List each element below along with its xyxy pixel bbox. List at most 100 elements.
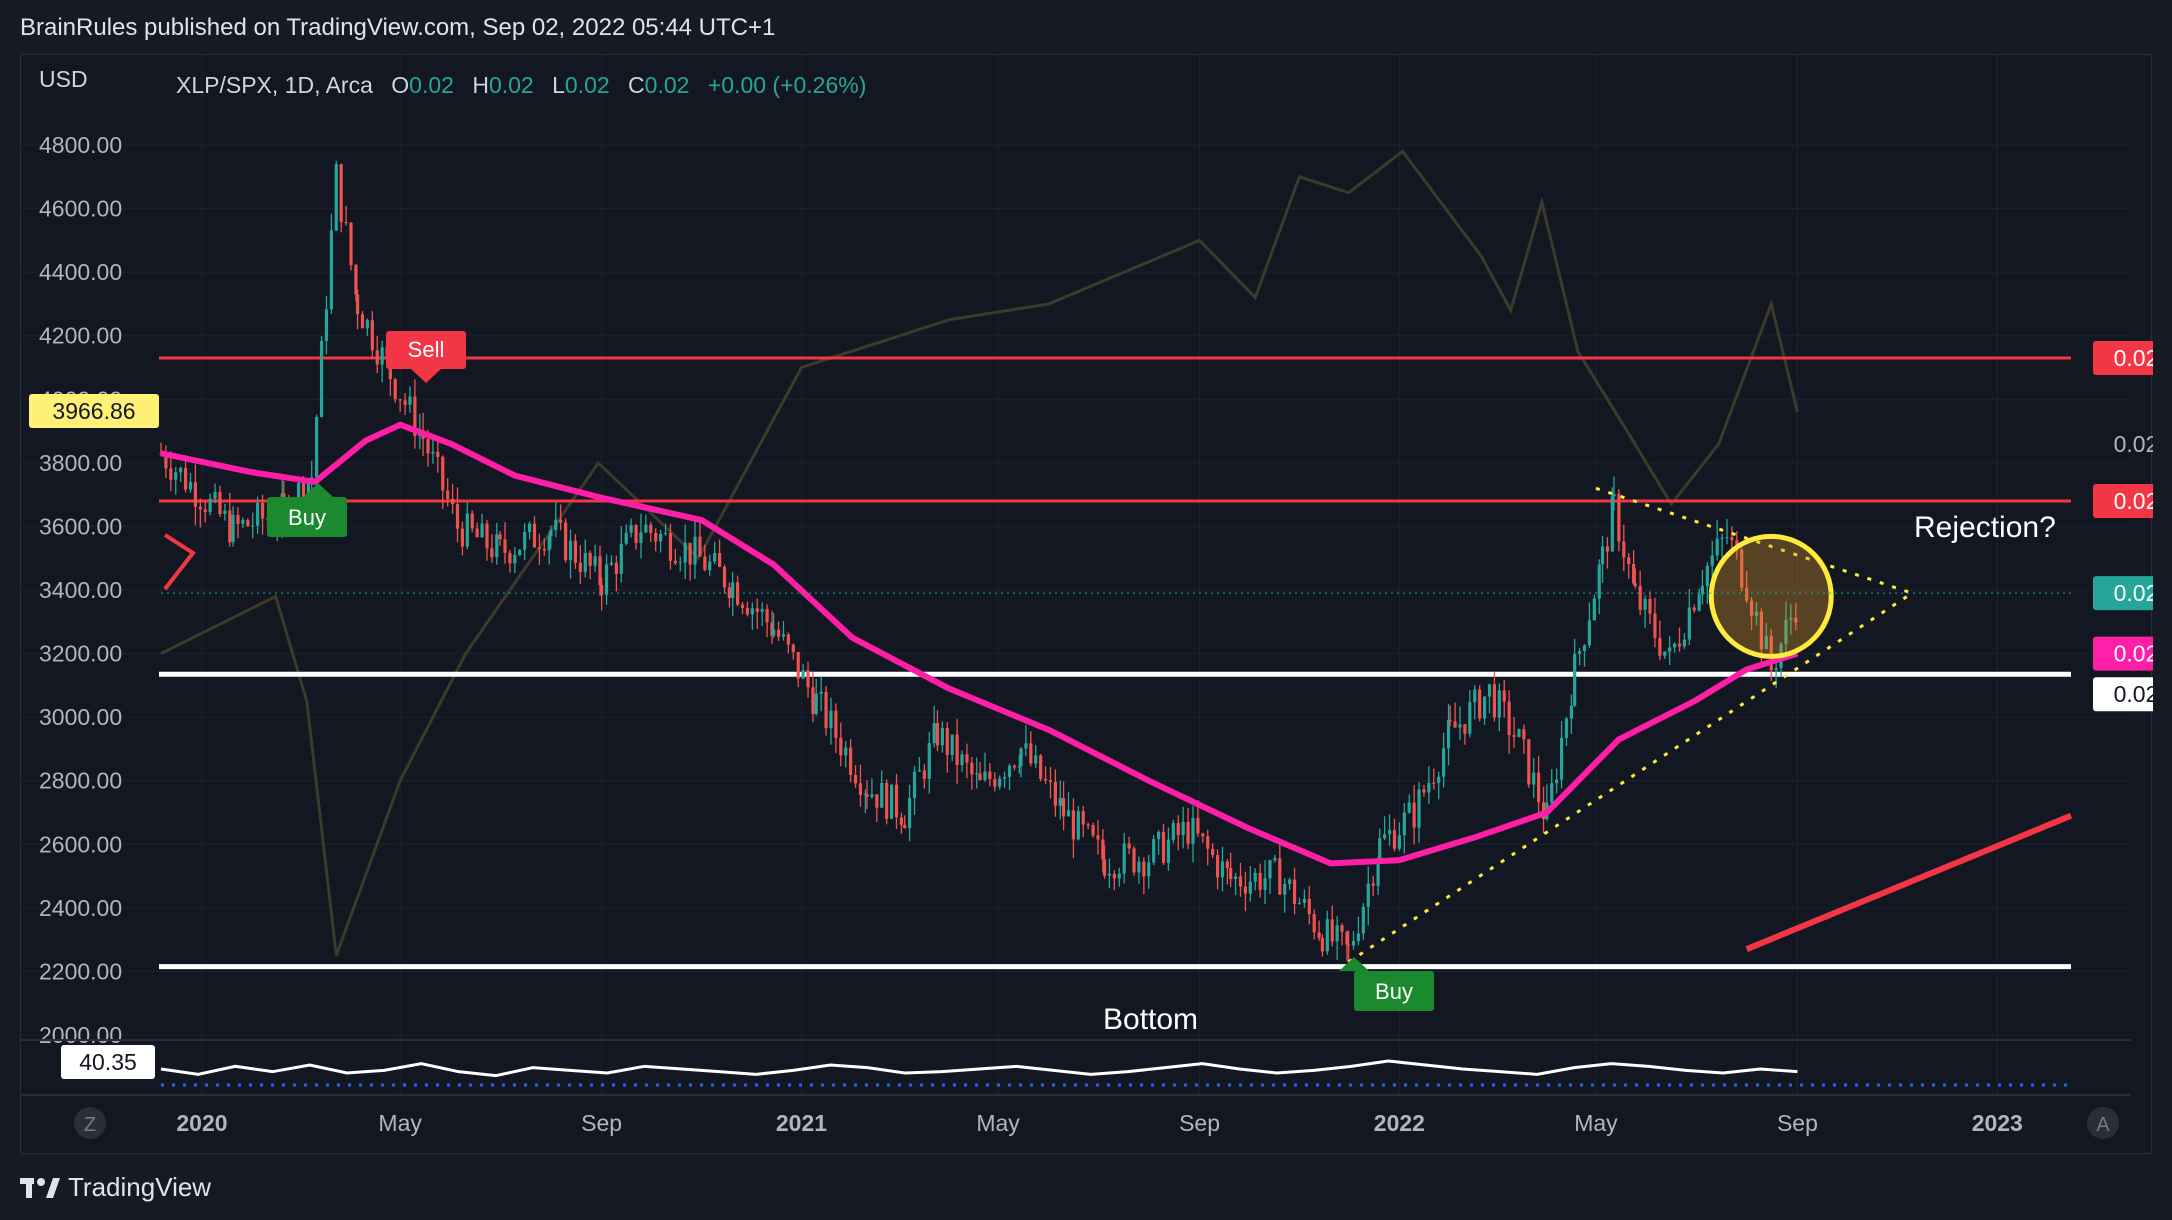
candle-body [624, 532, 628, 544]
resistance-top-badge: 0.02 [2114, 345, 2153, 371]
unlabeled-badge: 0.02 [2114, 431, 2153, 457]
candle-body [1034, 755, 1038, 764]
candle-body [542, 548, 546, 551]
candle-body [1507, 701, 1511, 736]
buy-left-label: Buy [288, 505, 326, 530]
x-tick-label: May [1574, 1110, 1618, 1136]
candle-body [824, 691, 828, 729]
candle-body [649, 524, 653, 533]
candle-body [588, 552, 592, 566]
candle-body [880, 782, 884, 808]
candle-body [256, 503, 260, 526]
candle-body [231, 514, 235, 543]
candle-body [885, 782, 889, 819]
candle-body [708, 561, 712, 571]
candle-body [1422, 789, 1426, 793]
candle-body [1754, 611, 1759, 616]
high-label: H [472, 72, 489, 98]
candle-body [604, 564, 609, 595]
footer-brand[interactable]: TradingView [20, 1172, 211, 1203]
candle-body [228, 510, 232, 543]
candle-body [1710, 555, 1714, 566]
candle-body [1610, 496, 1614, 552]
candle-body [1759, 611, 1764, 650]
candle-body [1392, 830, 1397, 849]
auto-scale-label: A [2096, 1114, 2110, 1136]
highlight-circle [1708, 533, 1834, 659]
candle-body [213, 492, 217, 499]
candle-body [713, 553, 717, 562]
last-price-badge: 0.02 [2114, 580, 2153, 606]
candle-body [1700, 586, 1705, 595]
symbol-label: XLP/SPX, 1D, Arca [176, 72, 373, 98]
x-tick-label: Sep [581, 1110, 622, 1136]
x-tick-label: 2023 [1972, 1110, 2023, 1136]
candle-body [1142, 861, 1146, 877]
low-label: L [552, 72, 565, 98]
candle-body [1672, 643, 1677, 648]
candle-body [978, 773, 982, 780]
chart-frame[interactable]: 4800.004600.004400.004200.004000.003800.… [20, 54, 2153, 1155]
candle-body [179, 468, 183, 473]
candle-body [513, 554, 517, 564]
grid [21, 55, 2131, 1095]
candle-body [932, 723, 936, 744]
trend-arrow-line [1745, 812, 2073, 952]
candle-body [1086, 824, 1090, 826]
candle-body [865, 793, 869, 797]
open-label: O [391, 72, 409, 98]
candle-body [188, 482, 193, 490]
candle-body [1473, 689, 1477, 703]
candle-body [659, 533, 663, 542]
candle-body [1764, 635, 1768, 650]
candle-body [319, 340, 324, 417]
open-value: 0.02 [409, 72, 454, 98]
candle-body [1215, 855, 1220, 878]
candle-body [844, 747, 848, 756]
candle-body [1320, 938, 1324, 952]
candle-body [1687, 607, 1691, 640]
candle-body [1730, 537, 1734, 541]
candle-body [1725, 537, 1729, 539]
candle-body [1597, 564, 1601, 599]
candle-body [1794, 617, 1798, 623]
x-axis[interactable]: 2020 May Sep 2021 May Sep 2022 May Sep 2023 [21, 1094, 2131, 1136]
y-axis[interactable]: 4800.004600.004400.004200.004000.003800.… [39, 132, 122, 1048]
candle-body [983, 771, 987, 780]
candle-body [1127, 843, 1131, 849]
candle-body [1181, 821, 1185, 836]
candle-body [475, 528, 479, 538]
y-tick-label: 3000.00 [39, 704, 122, 730]
candle-body [1096, 835, 1100, 840]
candle-body [1283, 883, 1287, 895]
candle-body [801, 670, 805, 679]
buy-marker-left: Buy [267, 483, 347, 537]
candle-body [1003, 776, 1007, 779]
auto-scale-button[interactable]: A [2087, 1107, 2119, 1139]
candle-body [480, 523, 484, 538]
candle-body [663, 533, 668, 535]
support-value-badge: 0.02 [2114, 681, 2153, 707]
candle-body [1569, 705, 1573, 719]
candle-body [1340, 925, 1344, 932]
candle-body [174, 472, 178, 480]
currency-label: USD [39, 66, 88, 92]
candle-body [1161, 831, 1166, 863]
x-tick-label: May [378, 1110, 422, 1136]
price-chart[interactable]: 4800.004600.004400.004200.004000.003800.… [21, 55, 2153, 1155]
last-price-badge-box [2093, 576, 2153, 611]
zoom-toggle-button[interactable]: Z [74, 1107, 106, 1139]
y-tick-label: 2800.00 [39, 768, 122, 794]
candle-body [236, 514, 240, 524]
candle-body [1122, 843, 1126, 874]
candle-body [1233, 876, 1238, 880]
candle-body [998, 778, 1002, 787]
candle-body [1638, 585, 1642, 610]
candle-body [806, 670, 810, 688]
rejection-label: Rejection? [1914, 511, 2056, 544]
candle-body [296, 482, 301, 510]
candle-body [740, 604, 745, 608]
candle-body [781, 634, 786, 637]
candle-body [1345, 931, 1349, 945]
candle-body [1648, 598, 1652, 614]
